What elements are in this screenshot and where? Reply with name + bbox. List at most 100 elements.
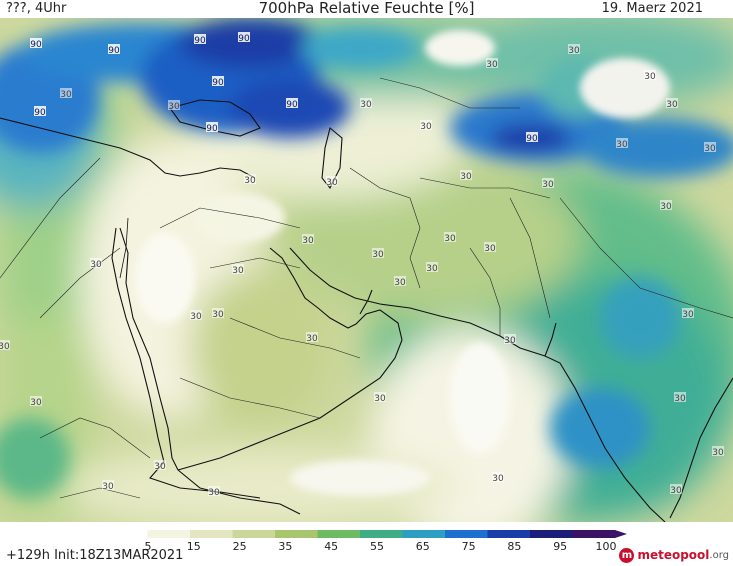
humidity-field: [0, 18, 733, 522]
contour-label-bg: [212, 308, 224, 318]
colorbar-swatch: [572, 530, 616, 538]
contour-label-bg: [208, 486, 220, 496]
forecast-init-label: +129h Init:18Z13MAR2021: [6, 548, 184, 563]
contour-label-bg: [666, 98, 678, 108]
contour-label-bg: [30, 396, 42, 406]
coastlines: [0, 99, 733, 522]
contour-label: 30: [492, 474, 504, 484]
contour-label-bg: [484, 242, 496, 252]
contour-label: 30: [30, 398, 42, 408]
colorbar-swatch: [317, 530, 361, 538]
contour-label-bg: [492, 472, 504, 482]
meteopool-icon: m: [619, 547, 635, 563]
colorbar-tick-label: 15: [187, 540, 201, 553]
contour-label-bg: [302, 234, 314, 244]
contour-label: 30: [660, 202, 672, 212]
contour-label: 30: [542, 180, 554, 190]
colorbar-tick-label: 35: [278, 540, 292, 553]
contour-label: 30: [212, 310, 224, 320]
contour-label-bg: [444, 232, 456, 242]
contour-label-bg: [168, 100, 180, 110]
contour-label-bg: [374, 392, 386, 402]
contour-label: 30: [244, 176, 256, 186]
contour-label: 30: [190, 312, 202, 322]
contour-label-bg: [704, 142, 716, 152]
contour-label-bg: [420, 120, 432, 130]
contour-label-bg: [394, 276, 406, 286]
contour-label: 90: [34, 108, 46, 118]
colorbar-tick-label: 25: [233, 540, 247, 553]
contour-label-bg: [526, 132, 538, 142]
colorbar-tick-label: 95: [553, 540, 567, 553]
contour-label-bg: [34, 106, 46, 116]
run-time-label: ???, 4Uhr: [6, 1, 67, 16]
contour-label: 30: [484, 244, 496, 254]
contour-label-bg: [460, 170, 472, 180]
colorbar-tick-label: 85: [507, 540, 521, 553]
contour-label-bg: [154, 460, 166, 470]
contour-label-bg: [426, 262, 438, 272]
contour-label-bg: [190, 310, 202, 320]
colorbar-swatch: [232, 530, 276, 538]
contour-label-bg: [102, 480, 114, 490]
contour-label-bg: [542, 178, 554, 188]
logo-tld: .org: [709, 549, 729, 561]
contour-label: 30: [670, 486, 682, 496]
contour-label-bg: [108, 44, 120, 54]
contour-label: 30: [208, 488, 220, 498]
contour-label-bg: [504, 334, 516, 344]
contour-label-bg: [0, 340, 10, 350]
contour-label-bg: [232, 264, 244, 274]
valid-date-label: 19. Maerz 2021: [601, 1, 703, 16]
contour-label-bg: [712, 446, 724, 456]
contour-label: 30: [704, 144, 716, 154]
colorbar-tick-label: 5: [145, 540, 152, 553]
colorbar-swatch: [487, 530, 531, 538]
colorbar-swatch: [147, 530, 191, 538]
contour-label-bg: [326, 176, 338, 186]
contour-label-bg: [30, 38, 42, 48]
contour-label: 30: [616, 140, 628, 150]
colorbar-swatch: [360, 530, 403, 538]
contour-label: 30: [102, 482, 114, 492]
colorbar-swatch: [402, 530, 446, 538]
humidity-map: 90 90 90 90 90 90 90 90 90 30 30 30 30 30 30 30 30 30 30 30…: [0, 18, 733, 522]
colorbar-swatch: [105, 530, 148, 538]
contour-label: 90: [286, 100, 298, 110]
contour-label: 30: [326, 178, 338, 188]
contour-label-bg: [206, 122, 218, 132]
map-title: 700hPa Relative Feuchte [%]: [258, 0, 475, 17]
contour-label-bg: [644, 70, 656, 80]
colorbar-arrow: [615, 530, 627, 538]
contour-label: 30: [374, 394, 386, 404]
borders: [0, 77, 733, 499]
contour-label: 30: [60, 90, 72, 100]
contour-label: 30: [394, 278, 406, 288]
contour-labels: 90 90 90 90 90 90 90 90 90 30 30 30 30 30 30 30 30 30 30 30…: [0, 32, 724, 498]
contour-label-bg: [660, 200, 672, 210]
colorbar-swatch: [190, 530, 233, 538]
contour-label: 30: [0, 342, 10, 352]
contour-label-bg: [244, 174, 256, 184]
contour-label: 30: [426, 264, 438, 274]
contour-label-bg: [60, 88, 72, 98]
contour-label: 30: [168, 102, 180, 112]
colorbar: 5 15 25 35 45 55 65 75 85 95 100: [105, 530, 627, 553]
contour-label: 30: [306, 334, 318, 344]
contour-label: 30: [712, 448, 724, 458]
contour-label-bg: [306, 332, 318, 342]
contour-label: 90: [108, 46, 120, 56]
contour-label-bg: [674, 392, 686, 402]
contour-label: 90: [30, 40, 42, 50]
contour-label: 30: [682, 310, 694, 320]
contour-label-bg: [670, 484, 682, 494]
contour-label: 30: [666, 100, 678, 110]
colorbar-tick-label: 100: [596, 540, 617, 553]
contour-label-bg: [90, 258, 102, 268]
contour-label: 30: [444, 234, 456, 244]
contour-label-bg: [616, 138, 628, 148]
colorbar-tick-label: 45: [324, 540, 338, 553]
contour-label-bg: [360, 98, 372, 108]
contour-label: 90: [238, 34, 250, 44]
